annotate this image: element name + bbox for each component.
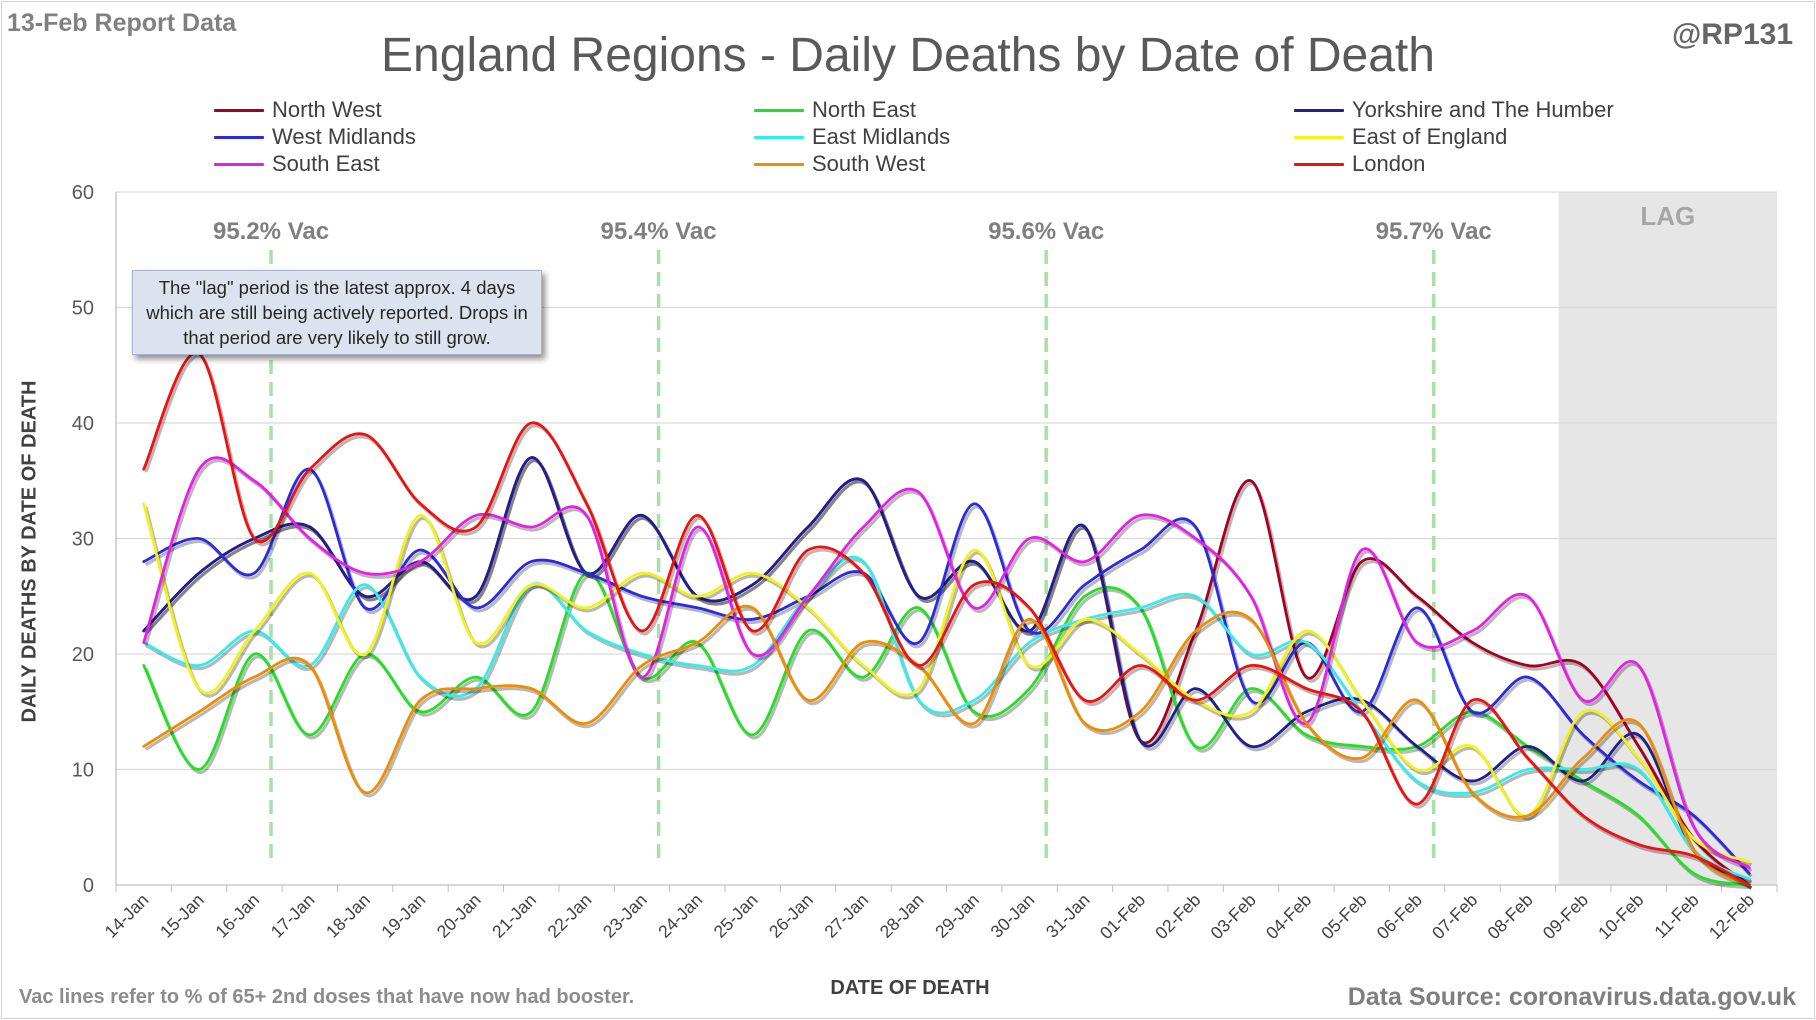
legend-swatch-south-east (214, 162, 264, 166)
legend-swatch-london (1294, 162, 1344, 166)
x-tick-label: 31-Jan (1042, 890, 1094, 942)
x-tick-label: 29-Jan (931, 890, 983, 942)
series-line-london (142, 351, 1751, 887)
legend-item-west-midlands[interactable]: West Midlands (214, 124, 416, 150)
x-tick-label: 25-Jan (710, 890, 762, 942)
legend-swatch-north-east (754, 108, 804, 112)
series-line-south-east (142, 456, 1751, 870)
x-tick-label: 23-Jan (599, 890, 651, 942)
series-shadow-south-west (144, 607, 1753, 890)
series-line-west-midlands (142, 467, 1751, 875)
legend-item-south-west[interactable]: South West (754, 151, 925, 177)
x-axis-title: DATE OF DEATH (830, 977, 990, 999)
x-tick-label: 01-Feb (1096, 890, 1149, 943)
y-tick-label: 50 (72, 298, 94, 320)
x-tick-label: 03-Feb (1206, 890, 1259, 943)
x-tick-label: 07-Feb (1428, 890, 1481, 943)
legend-label-north-east: North East (812, 97, 916, 122)
legend-swatch-north-west (214, 108, 264, 112)
legend-label-south-east: South East (272, 151, 380, 176)
y-tick-label: 30 (72, 529, 94, 551)
legend-swatch-east-midlands (754, 135, 804, 139)
report-date-label: 13-Feb Report Data (7, 9, 237, 37)
series-shadow-north-west (144, 459, 1753, 890)
series-lines (142, 351, 1753, 890)
vac-label-30-jan: 95.6% Vac (988, 218, 1104, 245)
x-tick-label: 24-Jan (654, 890, 706, 942)
x-tick-label: 09-Feb (1539, 890, 1592, 943)
legend-label-south-west: South West (812, 151, 926, 176)
y-tick-label: 0 (83, 875, 94, 897)
vac-label-23-jan: 95.4% Vac (601, 218, 717, 245)
series-line-east-of-england (142, 502, 1751, 864)
data-source: Data Source: coronavirus.data.gov.uk (1347, 983, 1796, 1011)
legend-item-london[interactable]: London (1294, 151, 1425, 177)
x-tick-label: 14-Jan (101, 890, 153, 942)
x-tick-label: 28-Jan (876, 890, 928, 942)
y-tick-label: 10 (72, 760, 94, 782)
x-tick-label: 11-Feb (1650, 890, 1702, 942)
x-tick-label: 17-Jan (267, 890, 319, 942)
x-tick-label: 08-Feb (1483, 890, 1536, 943)
x-tick-label: 27-Jan (820, 890, 872, 942)
x-tick-label: 19-Jan (377, 890, 429, 942)
series-line-north-west (142, 456, 1751, 887)
legend-swatch-west-midlands (214, 135, 264, 139)
vac-label-06-feb: 95.7% Vac (1376, 218, 1492, 245)
legend-item-east-of-england[interactable]: East of England (1294, 124, 1507, 150)
y-tick-label: 60 (72, 182, 94, 204)
y-axis-title: DAILY DEATHS BY DATE OF DEATH (18, 380, 41, 723)
legend-item-north-west[interactable]: North West (214, 97, 382, 123)
x-tick-label: 04-Feb (1262, 890, 1315, 943)
legend-item-south-east[interactable]: South East (214, 151, 380, 177)
legend-swatch-east-of-england (1294, 135, 1344, 139)
legend-label-yorkshire: Yorkshire and The Humber (1352, 97, 1614, 122)
vac-markers: 95.2% Vac 95.4% Vac 95.6% Vac 95.7% Vac (213, 218, 1492, 864)
legend-label-north-west: North West (272, 97, 382, 122)
legend-label-west-midlands: West Midlands (272, 124, 416, 149)
lag-label: LAG (1640, 201, 1695, 231)
vac-label-16-jan: 95.2% Vac (213, 218, 329, 245)
legend-swatch-yorkshire (1294, 108, 1344, 112)
y-tick-label: 40 (72, 413, 94, 435)
legend-label-east-of-england: East of England (1352, 124, 1508, 149)
legend-item-east-midlands[interactable]: East Midlands (754, 124, 950, 150)
vac-footnote: Vac lines refer to % of 65+ 2nd doses th… (19, 986, 635, 1008)
x-tick-label: 18-Jan (322, 890, 374, 942)
x-tick-label: 20-Jan (433, 890, 485, 942)
x-tick-label: 26-Jan (765, 890, 817, 942)
author-handle: @RP131 (1672, 18, 1793, 51)
legend-label-east-midlands: East Midlands (812, 124, 951, 149)
series-shadow-east-of-england (144, 506, 1752, 867)
x-tick-label: 16-Jan (211, 890, 263, 942)
y-tick-label: 20 (72, 644, 94, 666)
series-line-south-west (142, 604, 1751, 887)
x-tick-label: 05-Feb (1317, 890, 1370, 943)
x-tick-label: 30-Jan (986, 890, 1038, 942)
x-tick-label: 22-Jan (543, 890, 595, 942)
series-line-yorkshire-and-the-humber (142, 456, 1751, 881)
lag-explanation-note: The "lag" period is the latest approx. 4… (132, 270, 542, 355)
legend-item-north-east[interactable]: North East (754, 97, 916, 123)
legend-label-london: London (1352, 151, 1426, 176)
x-tick-label: 12-Feb (1705, 890, 1758, 943)
chart-title: England Regions - Daily Deaths by Date o… (381, 29, 1435, 82)
legend-swatch-south-west (754, 162, 804, 166)
x-tick-label: 21-Jan (488, 890, 540, 942)
x-tick-label: 06-Feb (1373, 890, 1426, 943)
legend-item-yorkshire[interactable]: Yorkshire and The Humber (1294, 97, 1614, 123)
x-tick-label: 02-Feb (1151, 890, 1204, 943)
x-tick-label: 15-Jan (156, 890, 208, 942)
x-tick-label: 10-Feb (1594, 890, 1647, 943)
